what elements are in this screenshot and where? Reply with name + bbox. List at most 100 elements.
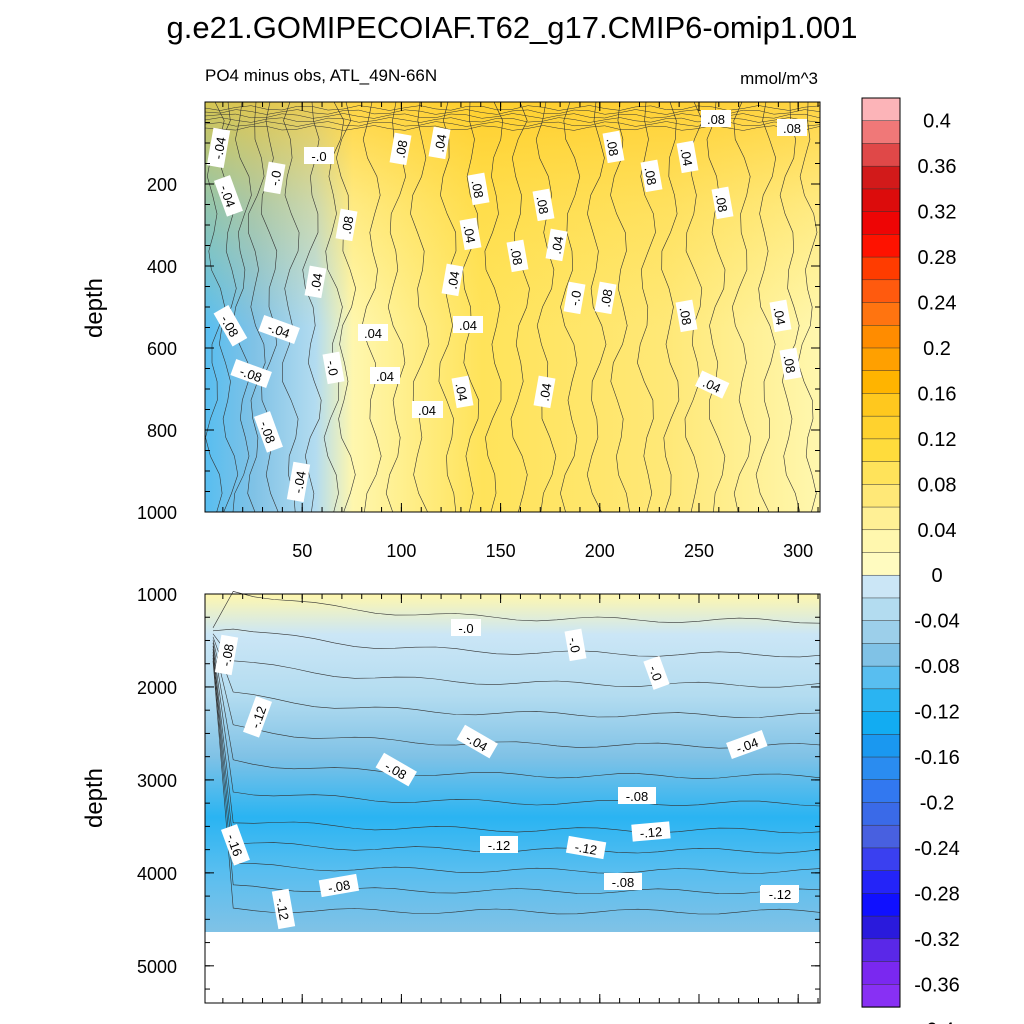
contour-label-box bbox=[631, 821, 671, 842]
contour-line bbox=[336, 101, 357, 513]
y-tick-label: 1000 bbox=[137, 503, 177, 523]
contour-label-text: -.12 bbox=[248, 704, 270, 730]
colorbar-swatch bbox=[861, 438, 901, 463]
upper-y-axis-label: depth bbox=[81, 278, 108, 338]
contour-line bbox=[212, 636, 821, 719]
contour-label-box bbox=[563, 281, 586, 315]
contour-label-text: -.08 bbox=[612, 875, 634, 890]
lower-y-axis-label: depth bbox=[81, 768, 108, 828]
contour-line bbox=[385, 101, 407, 513]
x-tick-label: 250 bbox=[684, 541, 714, 561]
contour-label: .04 bbox=[453, 316, 483, 333]
y-tick-label: 800 bbox=[147, 421, 177, 441]
lower-no-data-region bbox=[205, 932, 820, 1003]
contour-label-box bbox=[453, 316, 483, 333]
contour-label-box bbox=[532, 188, 555, 222]
colorbar-level-label: -0.08 bbox=[914, 656, 960, 678]
contour-label: .08 bbox=[711, 186, 734, 220]
chart-subtitle: PO4 minus obs, ATL_49N-66N bbox=[205, 66, 437, 85]
contour-line bbox=[212, 648, 821, 834]
contour-label: .08 bbox=[389, 132, 412, 166]
lower-plot-area bbox=[205, 594, 820, 932]
contour-label-text: .04 bbox=[308, 272, 326, 292]
contour-label: .04 bbox=[304, 265, 327, 299]
colorbar-swatch bbox=[861, 938, 901, 963]
colorbar-swatch bbox=[861, 234, 901, 258]
contour-label-box bbox=[258, 315, 300, 345]
contour-label-box bbox=[777, 119, 807, 136]
contour-label: -.12 bbox=[480, 836, 518, 853]
contour-label: -.12 bbox=[631, 821, 671, 842]
contour-label: .08 bbox=[335, 208, 358, 242]
contour-label-box bbox=[318, 873, 360, 898]
contour-label-box bbox=[441, 263, 464, 297]
contour-label-text: .04 bbox=[453, 382, 471, 402]
upper-surface-maximum bbox=[205, 102, 820, 512]
contour-label-text: -.0 bbox=[311, 149, 326, 164]
colorbar-level-label: 0.08 bbox=[918, 474, 957, 496]
contour-label-box bbox=[214, 634, 239, 676]
colorbar-level-label: -0.04 bbox=[914, 611, 960, 633]
contour-label: -.12 bbox=[243, 696, 273, 738]
contour-label-box bbox=[253, 411, 283, 453]
contour-label: .04 bbox=[545, 228, 568, 262]
contour-line bbox=[510, 101, 530, 513]
contour-line bbox=[212, 654, 821, 874]
contour-label-box bbox=[640, 159, 663, 193]
contour-label: .04 bbox=[451, 375, 474, 409]
colorbar-swatch bbox=[861, 688, 901, 713]
x-tick-label: 100 bbox=[386, 541, 416, 561]
contour-label-box bbox=[213, 175, 243, 217]
contour-label-text: .04 bbox=[700, 375, 723, 396]
colorbar-level-label: 0.12 bbox=[918, 429, 957, 451]
contour-label-box bbox=[643, 655, 670, 690]
contour-label-text: -.08 bbox=[626, 789, 648, 804]
y-tick-label: 5000 bbox=[137, 957, 177, 977]
contour-label: -.12 bbox=[565, 835, 607, 860]
contour-label: -.0 bbox=[643, 655, 670, 690]
units-label: mmol/m^3 bbox=[740, 69, 818, 88]
colorbar-level-label: 0.4 bbox=[923, 111, 951, 133]
x-tick-label: 200 bbox=[585, 541, 615, 561]
contour-line bbox=[204, 105, 821, 111]
contour-label-text: -.08 bbox=[238, 364, 264, 386]
contour-label: .04 bbox=[769, 299, 792, 333]
colorbar-swatch bbox=[861, 961, 901, 985]
colorbar-swatch bbox=[861, 756, 901, 781]
colorbar-swatch bbox=[861, 325, 901, 349]
colorbar-swatch bbox=[861, 279, 901, 304]
lower-axis-ticks: 1000 2000 3000 4000 5000 bbox=[137, 585, 820, 1003]
colorbar: 0.4 0.36 0.32 0.28 0.24 0.2 0.16 0.12 0.08 0.04 0 -… bbox=[861, 97, 960, 1024]
contour-label-text: .08 bbox=[781, 354, 799, 374]
colorbar-swatch bbox=[861, 484, 901, 508]
contour-label: -.08 bbox=[230, 359, 272, 389]
contour-label-box bbox=[389, 132, 412, 166]
colorbar-swatch bbox=[861, 211, 901, 235]
contour-label: -.0 bbox=[564, 628, 587, 662]
contour-label: -.08 bbox=[253, 411, 283, 453]
contour-label-box bbox=[428, 126, 451, 160]
colorbar-swatch bbox=[861, 347, 901, 372]
contour-label-text: -.04 bbox=[266, 320, 292, 342]
colorbar-level-label: 0.24 bbox=[918, 293, 957, 315]
contour-label-box bbox=[375, 752, 417, 787]
contour-label-box bbox=[271, 888, 296, 930]
contour-label: -.0 bbox=[451, 619, 481, 636]
y-tick-label: 600 bbox=[147, 339, 177, 359]
colorbar-level-label: -0.2 bbox=[920, 792, 954, 814]
contour-label-text: -.08 bbox=[327, 877, 352, 896]
contour-line bbox=[212, 657, 821, 895]
x-tick-label: 150 bbox=[486, 541, 516, 561]
contour-label-text: -.12 bbox=[273, 897, 292, 922]
colorbar-frame bbox=[861, 97, 901, 1008]
contour-label-box bbox=[564, 628, 587, 662]
contour-label-box bbox=[412, 401, 442, 418]
contour-line bbox=[217, 101, 239, 513]
contour-label-text: -.0 bbox=[458, 621, 473, 636]
colorbar-level-label: 0.28 bbox=[918, 247, 957, 269]
contour-label-box bbox=[467, 172, 490, 206]
contour-label-text: -.12 bbox=[574, 839, 599, 858]
contour-label-text: .04 bbox=[364, 326, 382, 341]
lower-plot-frame bbox=[204, 593, 821, 1004]
contour-label-box bbox=[676, 140, 699, 174]
